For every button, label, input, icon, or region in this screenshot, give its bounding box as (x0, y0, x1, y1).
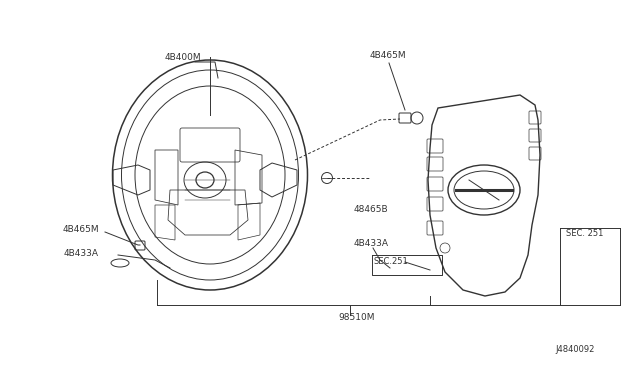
Text: 4B400M: 4B400M (165, 54, 202, 62)
Text: 98510M: 98510M (338, 314, 374, 323)
Text: 48465B: 48465B (354, 205, 388, 214)
Text: J4840092: J4840092 (556, 346, 595, 355)
Text: 4B433A: 4B433A (354, 238, 389, 247)
Text: SEC. 251: SEC. 251 (566, 228, 604, 237)
Text: 4B433A: 4B433A (64, 250, 99, 259)
Text: 4B465M: 4B465M (63, 225, 100, 234)
Text: SEC.251: SEC.251 (374, 257, 409, 266)
Text: 4B465M: 4B465M (370, 51, 406, 60)
